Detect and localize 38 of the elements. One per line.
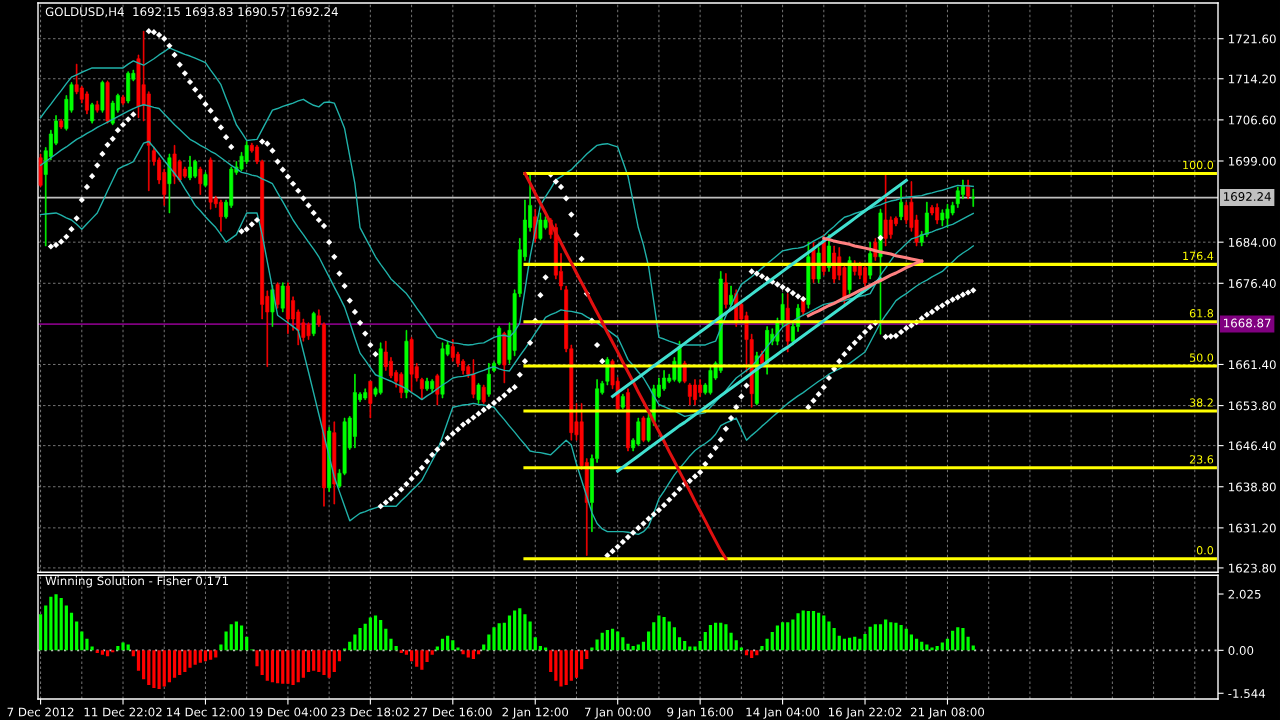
x-tick-label: 14 Jan 04:00 xyxy=(746,707,820,719)
y-tick-label: 1676.40 xyxy=(1229,279,1276,288)
y-tick-label: 1638.80 xyxy=(1229,482,1276,492)
chart-title: Winning Solution - Fisher 0.171 xyxy=(45,576,229,588)
series-label: 23.6 xyxy=(1189,455,1214,464)
y-tick-label: 1721.60 xyxy=(1229,34,1276,44)
x-tick-label: 23 Dec 18:02 xyxy=(331,707,409,717)
y-tick-label: 1646.40 xyxy=(1229,441,1276,451)
y-tick-label: 1699.00 xyxy=(1229,156,1276,166)
series-label: 38.2 xyxy=(1189,398,1213,407)
y-tick-label: 1653.80 xyxy=(1229,401,1276,411)
x-tick-label: 19 Dec 04:00 xyxy=(249,707,327,717)
ref-line-label: 1668.87 xyxy=(1224,318,1271,328)
y-tick-label: 1684.00 xyxy=(1229,237,1276,247)
y-tick-label: 1706.60 xyxy=(1229,115,1276,125)
y-tick-label: 1631.20 xyxy=(1229,523,1276,533)
y-tick-label: -1.544 xyxy=(1228,689,1266,698)
y-tick-label: 2.025 xyxy=(1228,589,1261,599)
y-tick-label: 0.00 xyxy=(1228,646,1254,655)
x-tick-label: 9 Jan 16:00 xyxy=(667,707,733,719)
x-tick-label: 7 Jan 00:00 xyxy=(585,707,651,719)
series-label: 100.0 xyxy=(1183,160,1214,170)
x-tick-label: 7 Dec 2012 xyxy=(7,707,74,717)
x-tick-label: 27 Dec 16:00 xyxy=(413,707,492,717)
series-label: 61.8 xyxy=(1189,309,1214,318)
series-label: 176.4 xyxy=(1183,251,1214,261)
y-tick-label: 1714.20 xyxy=(1229,74,1276,84)
x-tick-label: 14 Dec 12:00 xyxy=(167,707,245,717)
y-tick-label: 1661.40 xyxy=(1229,360,1276,370)
ref-line-label: 1692.24 xyxy=(1224,192,1271,202)
chart-title: GOLDUSD,H4 1692.15 1693.83 1690.57 1692.24 xyxy=(45,7,338,18)
y-tick-label: 1623.80 xyxy=(1229,563,1276,573)
x-tick-label: 2 Jan 12:00 xyxy=(502,707,569,719)
x-tick-label: 16 Jan 22:02 xyxy=(828,707,902,719)
x-tick-label: 11 Dec 22:02 xyxy=(84,707,162,717)
series-label: 50.0 xyxy=(1189,353,1214,362)
x-tick-label: 21 Jan 08:00 xyxy=(910,707,985,719)
series-label: 0.0 xyxy=(1196,546,1214,555)
